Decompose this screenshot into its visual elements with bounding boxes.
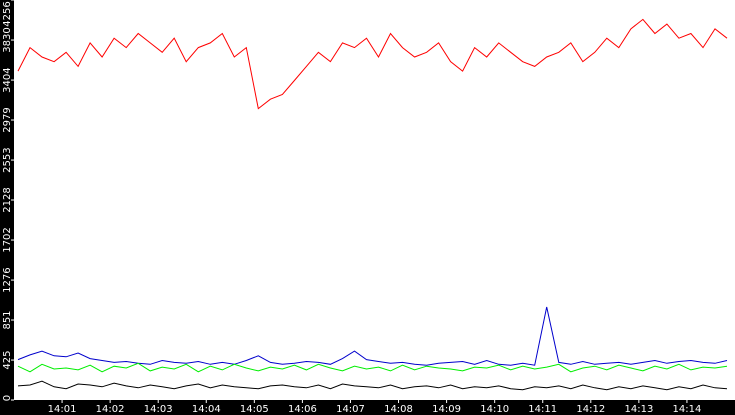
y-tick-label: 2128 <box>2 187 13 212</box>
x-tick-layer: 14:01 14:02 14:03 14:04 14:05 14:06 14:07 14:08… <box>48 400 701 415</box>
y-tick-label: 2979 <box>2 107 13 132</box>
x-tick-label: 14:13 <box>624 404 653 415</box>
x-tick-label: 14:06 <box>288 404 317 415</box>
x-tick-label: 14:08 <box>384 404 413 415</box>
y-axis-strip <box>0 0 14 415</box>
x-tick-label: 14:12 <box>576 404 605 415</box>
y-tick-label: 4256 <box>2 1 13 26</box>
x-axis-strip <box>0 400 735 415</box>
y-tick-label: 3404 <box>2 67 13 92</box>
x-tick-label: 14:02 <box>96 404 125 415</box>
series-line-3 <box>17 362 728 373</box>
series-layer <box>17 18 728 391</box>
series-line-4 <box>17 380 728 391</box>
x-tick-label: 14:09 <box>432 404 461 415</box>
x-tick-label: 14:01 <box>48 404 77 415</box>
y-tick-label: 0 <box>2 395 13 401</box>
series-line-2 <box>17 306 728 366</box>
y-tick-label: 1276 <box>2 267 13 292</box>
x-tick-label: 14:03 <box>144 404 173 415</box>
x-tick-label: 14:07 <box>336 404 365 415</box>
y-tick-label: 1702 <box>2 227 13 252</box>
x-tick-label: 14:04 <box>192 404 221 415</box>
y-tick-label: 425 <box>2 351 13 370</box>
y-tick-label: 851 <box>2 310 13 329</box>
x-tick-label: 14:14 <box>672 404 701 415</box>
x-tick-label: 14:11 <box>528 404 557 415</box>
x-tick-label: 14:05 <box>240 404 269 415</box>
series-line-1 <box>17 18 728 110</box>
y-tick-label: 2553 <box>2 147 13 172</box>
x-tick-label: 14:10 <box>480 404 509 415</box>
y-tick-label: 3830 <box>2 27 13 52</box>
